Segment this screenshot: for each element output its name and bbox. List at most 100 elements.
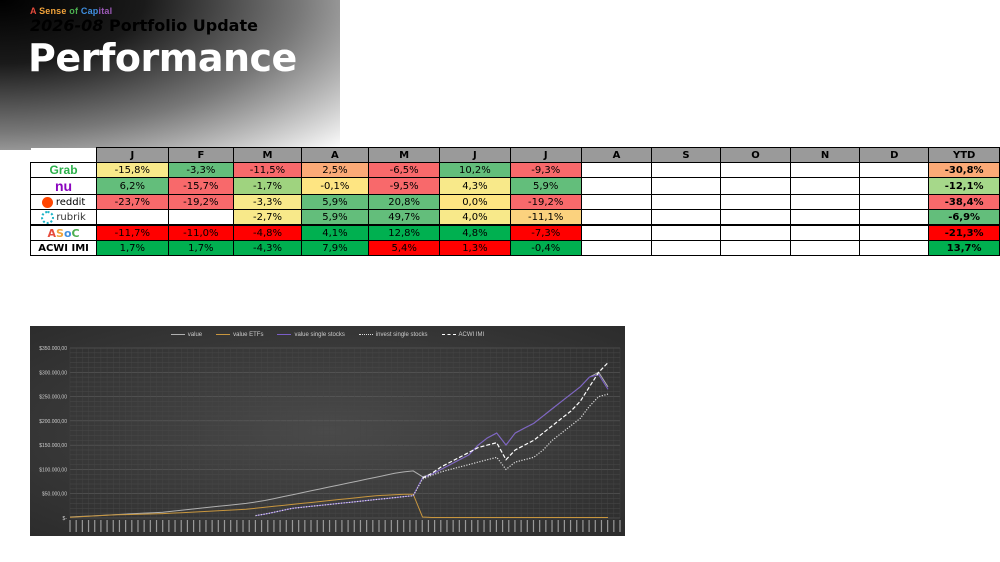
month-header-5: J: [439, 147, 511, 163]
return-cell: [790, 224, 861, 241]
return-cell: -1,7%: [233, 177, 302, 195]
return-cell: -4,3%: [233, 240, 302, 256]
grab-logo: Grab: [29, 162, 98, 178]
return-cell: 5,9%: [509, 177, 582, 195]
y-tick-label: $100.000,00: [39, 467, 67, 473]
return-cell: -2,7%: [233, 209, 302, 226]
ytd-cell: -21,3%: [928, 224, 1000, 241]
month-header-0: J: [96, 147, 169, 163]
table-row: Grab -15,8% -3,3% -11,5% 2,5% -6,5% 10,2% -9,3%…: [29, 162, 1000, 178]
return-cell: [167, 209, 235, 226]
return-cell: -15,8%: [96, 162, 169, 178]
return-cell: 2,5%: [300, 162, 370, 178]
return-cell: [580, 240, 652, 256]
month-header-9: O: [719, 147, 792, 163]
month-header-3: A: [300, 147, 370, 163]
performance-table: J F M A M J J A S O N D YTD Grab -15,8% -3,3% -11,5% 2,5…: [29, 147, 1000, 256]
y-tick-label: $250.000,00: [39, 395, 67, 401]
return-cell: [859, 209, 930, 226]
legend-item: value single stocks: [277, 332, 345, 338]
page-subtitle: 2026-08 Portfolio Update: [30, 16, 258, 35]
y-tick-label: $150.000,00: [39, 443, 67, 449]
return-cell: 12,8%: [368, 224, 441, 241]
month-header-6: J: [509, 147, 582, 163]
return-cell: [96, 209, 169, 226]
month-header-11: D: [859, 147, 930, 163]
return-cell: [790, 209, 861, 226]
return-cell: -11,7%: [96, 224, 169, 241]
return-cell: 10,2%: [439, 162, 511, 178]
month-header-2: M: [233, 147, 302, 163]
ytd-cell: -6,9%: [928, 209, 1000, 226]
return-cell: [859, 162, 930, 178]
return-cell: [650, 224, 722, 241]
brand-name: A Sense of Capital: [30, 6, 113, 16]
return-cell: [790, 162, 861, 178]
y-tick-label: $350.000,00: [39, 346, 67, 352]
table-row: ASoC -11,7% -11,0% -4,8% 4,1% 12,8% 4,8% -7,3% -…: [29, 224, 1000, 241]
return-cell: -11,1%: [509, 209, 582, 226]
return-cell: -19,2%: [509, 194, 582, 210]
return-cell: 4,8%: [439, 224, 511, 241]
return-cell: 49,7%: [368, 209, 441, 226]
return-cell: -6,5%: [368, 162, 441, 178]
portfolio-chart: value value ETFs value single stocks invest…: [30, 326, 625, 536]
month-header-10: N: [790, 147, 861, 163]
return-cell: 5,9%: [300, 209, 370, 226]
ytd-cell: -12,1%: [928, 177, 1000, 195]
return-cell: [859, 224, 930, 241]
return-cell: 5,4%: [368, 240, 441, 256]
return-cell: [580, 209, 652, 226]
page-title: Performance: [28, 36, 297, 80]
asoc-logo: ASoC: [29, 224, 98, 241]
month-header-1: F: [167, 147, 235, 163]
return-cell: [859, 240, 930, 256]
month-header-4: M: [368, 147, 441, 163]
series-line-3: [255, 393, 609, 517]
return-cell: -9,3%: [509, 162, 582, 178]
return-cell: [650, 194, 722, 210]
chart-plot: $- $50.000,00 $100.000,00 $150.000,00 $200.0…: [39, 346, 621, 532]
legend-item: ACWI IMI: [441, 332, 484, 338]
corner-cell: [30, 147, 98, 163]
return-cell: 4,1%: [300, 224, 370, 241]
return-cell: [859, 194, 930, 210]
series-line-4: [422, 362, 609, 479]
month-header-12: YTD: [928, 147, 1000, 163]
return-cell: 1,7%: [96, 240, 169, 256]
return-cell: -7,3%: [509, 224, 582, 241]
return-cell: [719, 209, 792, 226]
return-cell: [650, 209, 722, 226]
y-tick-label: $-: [63, 516, 68, 522]
return-cell: [650, 240, 722, 256]
month-header-7: A: [580, 147, 652, 163]
return-cell: 20,8%: [368, 194, 441, 210]
return-cell: -0,4%: [509, 240, 582, 256]
return-cell: -11,0%: [167, 224, 235, 241]
return-cell: 6,2%: [96, 177, 169, 195]
return-cell: -19,2%: [167, 194, 235, 210]
y-tick-label: $300.000,00: [39, 370, 67, 376]
legend-item: value ETFs: [216, 332, 263, 338]
return-cell: 1,7%: [167, 240, 235, 256]
return-cell: [719, 240, 792, 256]
return-cell: 0,0%: [439, 194, 511, 210]
return-cell: -23,7%: [96, 194, 169, 210]
table-row: ACWI IMI 1,7% 1,7% -4,3% 7,9% 5,4% 1,3% -0,4% 13…: [29, 240, 1000, 256]
return-cell: [790, 177, 861, 195]
return-cell: -3,3%: [233, 194, 302, 210]
nu-logo: nu: [29, 177, 98, 195]
return-cell: [580, 162, 652, 178]
return-cell: -3,3%: [167, 162, 235, 178]
return-cell: -4,8%: [233, 224, 302, 241]
header-gradient: [0, 0, 340, 150]
return-cell: -0,1%: [300, 177, 370, 195]
table-row: nu 6,2% -15,7% -1,7% -0,1% -9,5% 4,3% 5,9% -12,1…: [29, 177, 1000, 195]
return-cell: [790, 194, 861, 210]
ytd-cell: -30,8%: [928, 162, 1000, 178]
return-cell: [790, 240, 861, 256]
return-cell: 4,0%: [439, 209, 511, 226]
table-row: reddit -23,7% -19,2% -3,3% 5,9% 20,8% 0,0% -19,…: [29, 194, 1000, 210]
acwi-label: ACWI IMI: [29, 240, 98, 256]
series-line-1: [69, 493, 608, 518]
